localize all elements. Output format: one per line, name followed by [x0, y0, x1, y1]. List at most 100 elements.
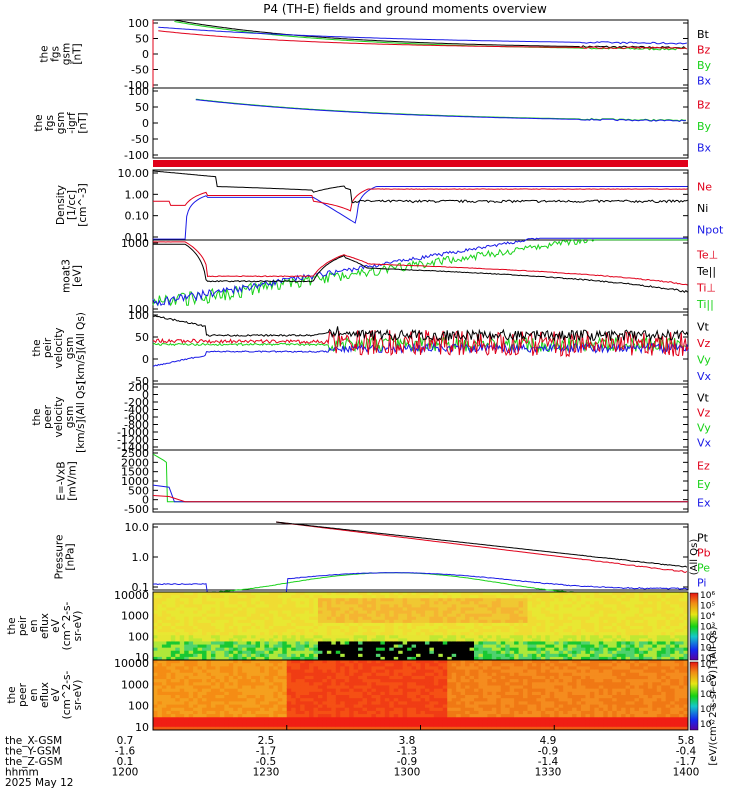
- spectrogram-cell: [451, 691, 457, 696]
- spectrogram-cell: [224, 695, 230, 699]
- spectrogram-cell: [442, 601, 448, 605]
- y-tick-label: -50: [131, 64, 149, 77]
- spectrogram-cell: [331, 638, 337, 642]
- spectrogram-cell: [215, 672, 221, 677]
- spectrogram-cell: [202, 650, 207, 655]
- spectrogram-cell: [572, 675, 577, 680]
- spectrogram-cell: [683, 641, 689, 645]
- spectrogram-cell: [558, 653, 564, 658]
- spectrogram-cell: [157, 641, 163, 645]
- spectrogram-cell: [375, 720, 381, 725]
- spectrogram-cell: [317, 726, 323, 731]
- spectrogram-cell: [335, 698, 341, 702]
- spectrogram-cell: [188, 601, 194, 605]
- spectrogram-cell: [375, 616, 381, 621]
- spectrogram-cell: [380, 701, 386, 705]
- spectrogram-cell: [447, 714, 453, 718]
- spectrogram-cell: [518, 717, 524, 721]
- spectrogram-cell: [531, 685, 537, 690]
- spectrogram-cell: [478, 644, 484, 649]
- spectrogram-cell: [572, 632, 577, 636]
- spectrogram-cell: [349, 688, 355, 693]
- spectrogram-cell: [398, 641, 404, 645]
- spectrogram-cell: [581, 638, 586, 642]
- spectrogram-cell: [331, 644, 337, 649]
- spectrogram-cell: [326, 691, 332, 696]
- spectrogram-cell: [309, 616, 314, 621]
- spectrogram-cell: [331, 619, 337, 624]
- spectrogram-cell: [665, 641, 671, 645]
- spectrogram-cell: [514, 610, 519, 615]
- spectrogram-cell: [491, 695, 497, 699]
- spectrogram-cell: [670, 647, 676, 652]
- spectrogram-cell: [407, 669, 412, 674]
- spectrogram-cell: [487, 714, 493, 718]
- spectrogram-cell: [358, 635, 363, 639]
- spectrogram-cell: [170, 679, 176, 683]
- spectrogram-cell: [527, 622, 533, 627]
- spectrogram-cell: [153, 672, 158, 677]
- spectrogram-cell: [531, 638, 537, 642]
- spectrogram-cell: [505, 622, 511, 627]
- spectrogram-cell: [500, 641, 506, 645]
- spectrogram-cell: [153, 650, 158, 655]
- spectrogram-cell: [465, 656, 470, 661]
- spectrogram-cell: [202, 601, 207, 605]
- spectrogram-cell: [563, 632, 569, 636]
- spectrogram-cell: [402, 679, 408, 683]
- spectrogram-cell: [634, 601, 640, 605]
- spectrogram-cell: [179, 675, 185, 680]
- spectrogram-cell: [398, 632, 404, 636]
- spectrogram-cell: [625, 622, 631, 627]
- spectrogram-cell: [304, 632, 310, 636]
- spectrogram-cell: [429, 710, 435, 715]
- spectrogram-cell: [465, 682, 470, 686]
- spectrogram-cell: [487, 635, 493, 639]
- spectrogram-cell: [317, 638, 323, 642]
- spectrogram-cell: [309, 679, 314, 683]
- spectrogram-cell: [389, 675, 395, 680]
- spectrogram-cell: [438, 616, 444, 621]
- spectrogram-cell: [242, 701, 248, 705]
- spectrogram-cell: [514, 682, 519, 686]
- spectrogram-cell: [157, 701, 163, 705]
- spectrogram-cell: [625, 601, 631, 605]
- spectrogram-cell: [380, 650, 386, 655]
- spectrogram-cell: [246, 613, 252, 618]
- spectrogram-cell: [416, 607, 421, 611]
- trace-tipar: [152, 238, 688, 307]
- spectrogram-cell: [616, 619, 622, 624]
- spectrogram-cell: [433, 663, 439, 667]
- spectrogram-cell: [367, 595, 372, 599]
- spectrogram-cell: [638, 601, 644, 605]
- spectrogram-cell: [514, 641, 519, 645]
- spectrogram-cell: [478, 656, 484, 661]
- spectrogram-cell: [384, 666, 390, 670]
- y-axis-label: Density[1/cc][cm^-3]: [55, 183, 89, 226]
- spectrogram-cell: [491, 613, 497, 618]
- y-tick-label: -600: [124, 411, 149, 424]
- spectrogram-cell: [277, 663, 283, 667]
- spectrogram-cell: [375, 704, 381, 709]
- spectrogram-cell: [514, 717, 519, 721]
- spectrogram-cell: [179, 663, 185, 667]
- spectrogram-cell: [344, 720, 350, 725]
- spectrogram-cell: [393, 616, 399, 621]
- spectrogram-cell: [456, 726, 462, 731]
- spectrogram-cell: [268, 638, 274, 642]
- spectrogram-cell: [474, 638, 479, 642]
- spectrogram-cell: [157, 595, 163, 599]
- spectrogram-cell: [674, 632, 680, 636]
- spectrogram-cell: [228, 635, 234, 639]
- spectrogram-cell: [309, 672, 314, 677]
- spectrogram-cell: [411, 704, 417, 709]
- spectrogram-cell: [362, 663, 368, 667]
- spectrogram-cell: [402, 710, 408, 715]
- spectrogram-cell: [295, 663, 301, 667]
- legend-npot: Npot: [697, 223, 724, 236]
- spectrogram-cell: [188, 714, 194, 718]
- spectrogram-cell: [518, 666, 524, 670]
- spectrogram-cell: [505, 656, 511, 661]
- spectrogram-cell: [429, 619, 435, 624]
